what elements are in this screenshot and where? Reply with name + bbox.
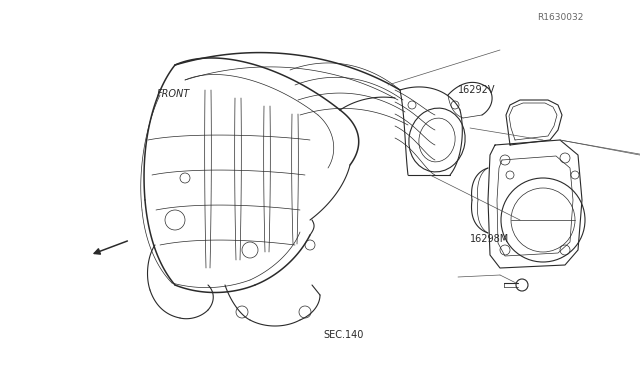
Text: SEC.140: SEC.140 [323,330,364,340]
Text: 16292V: 16292V [458,85,495,95]
Text: R1630032: R1630032 [538,13,584,22]
Text: 16298M: 16298M [470,234,509,244]
Text: FRONT: FRONT [157,89,190,99]
